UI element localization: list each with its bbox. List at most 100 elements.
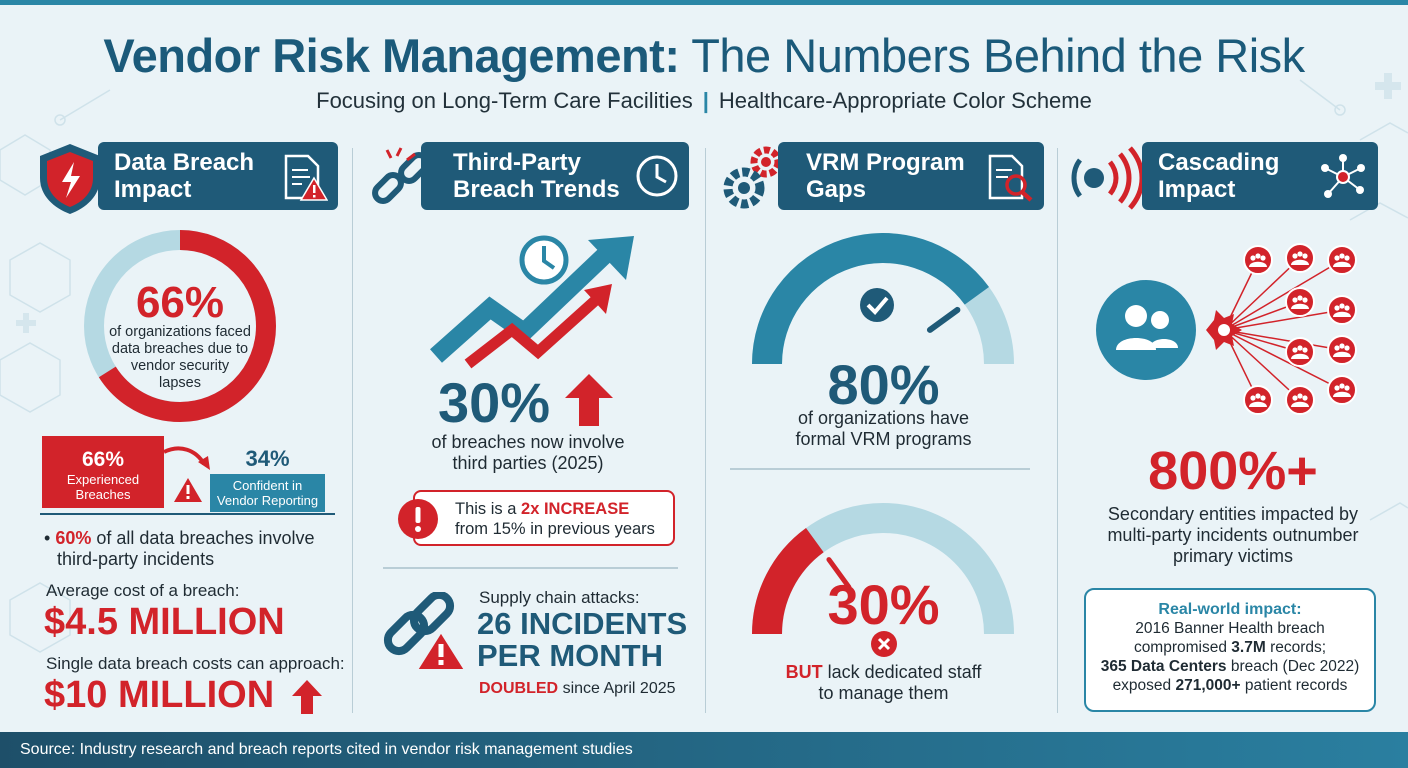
arrow-up-icon [565,374,613,426]
curved-arrow-icon [163,446,210,502]
page-title: Vendor Risk Management: The Numbers Behi… [0,28,1408,83]
impact-box-line1: 2016 Banner Health breach [1135,620,1325,637]
header-line2: Impact [1158,176,1236,203]
average-cost-value: $4.5 MILLION [44,601,285,643]
vendor-reporting-box: Confident in Vendor Reporting [210,474,325,512]
impact-box-text: exposed [1112,677,1172,694]
source-footer: Source: Industry research and breach rep… [0,732,1408,768]
network-icon [1321,154,1365,198]
average-cost-label: Average cost of a breach: [46,581,240,600]
secondary-entity-icon [1285,337,1315,367]
broadcast-icon [1071,146,1145,210]
secondary-entity-icon [1327,375,1357,405]
impact-box-bold: 271,000+ [1175,677,1241,694]
column-divider [705,148,706,713]
doubled-note: DOUBLED since April 2025 [479,680,676,698]
subtitle-right: Healthcare-Appropriate Color Scheme [718,88,1092,113]
column-divider [1057,148,1058,713]
doubled-rest: since April 2025 [562,680,676,697]
supply-value-line2: PER MONTH [477,638,663,673]
gauge-formal-vrm [752,233,1014,365]
gauge-fill [752,233,989,365]
impact-box-bold: 365 Data Centers [1100,658,1227,675]
donut-chart [84,230,276,422]
secondary-entity-icon [1285,243,1315,273]
supply-chain-label: Supply chain attacks: [479,588,640,607]
gauge-needle [826,557,852,590]
chain-warning-icon [383,592,467,671]
donut-caption: of organizations faced data breaches due… [95,324,265,392]
checkmark-icon [860,288,894,322]
trend-arrows-icon [430,235,634,369]
gauge1-caption-line1: of organizations have [797,408,970,428]
single-cost-label: Single data breach costs can approach: [46,654,345,673]
clock-icon [636,155,678,197]
gauge2-value: 30% [827,573,940,636]
cascade-caption-line1: Secondary entities impacted by [1107,504,1359,524]
trend-caption-line2: third parties (2025) [452,453,604,473]
cascade-caption: Secondary entities impacted by multi-par… [1068,504,1398,567]
vendor-reporting-value: 34% [245,446,290,471]
header-line1: Third-Party [453,149,582,176]
single-cost-value: $10 MILLION [44,674,275,716]
header-line1: VRM Program [806,149,965,176]
cascade-link [1223,329,1343,351]
arrow-up-icon [292,680,322,714]
gauge2-caption: BUT lack dedicated staff to manage them [746,662,1021,704]
donut-caption-line: vendor security [130,358,230,374]
cascade-caption-line3: primary victims [1173,546,1293,566]
section-divider [383,567,678,569]
bullet-text: of all data breaches involve [96,528,315,548]
trend-caption: of breaches now involve third parties (2… [373,432,683,474]
trend-value: 30% [438,371,551,434]
cascade-diagram [1096,243,1357,415]
box-label-line1: Experienced [66,472,140,487]
impact-box-text: compromised [1133,639,1227,656]
exclamation-icon [398,499,438,539]
section-divider [730,468,1030,470]
baseline-rule [40,513,335,515]
alert-bold: 2x INCREASE [521,500,630,518]
impact-box-text: records; [1270,639,1327,656]
cascade-caption-line2: multi-party incidents outnumber [1107,525,1359,545]
trend-caption-line1: of breaches now involve [431,432,625,452]
gauge-needle [926,306,961,333]
page-subtitle: Focusing on Long-Term Care Facilities | He… [0,88,1408,114]
donut-value: 66% [135,278,225,327]
gauge2-caption-line2: to manage them [818,683,949,703]
people-icon [1116,305,1178,350]
column-vrm-program-gaps: VRM Program Gaps 80% of organizations ha… [706,140,1056,725]
donut-caption-line: data breaches due to [111,341,249,357]
header-line1: Data Breach [114,149,255,176]
document-search-icon [988,154,1033,202]
experienced-breaches-box: 66% Experienced Breaches [42,436,164,508]
donut-caption-line: of organizations faced [109,324,251,340]
real-world-impact-box: Real-world impact: 2016 Banner Health br… [1084,588,1376,712]
title-rest: The Numbers Behind the Risk [691,29,1305,82]
secondary-entity-icon [1327,335,1357,365]
cascade-link [1223,329,1343,391]
alert-text: This is a 2x INCREASE from 15% in previo… [455,499,655,539]
secondary-entity-icon [1327,295,1357,325]
column-header: Data Breach Impact [98,142,338,210]
title-bold: Vendor Risk Management: [103,29,680,82]
supply-value-line1: 26 INCIDENTS [477,606,688,641]
secondary-entity-icon [1243,385,1273,415]
top-accent-bar [0,0,1408,5]
alert-prefix: This is a [455,500,517,518]
header-line2: Gaps [806,176,867,203]
secondary-entity-icon [1285,287,1315,317]
column-header: Third-Party Breach Trends [421,142,689,210]
document-warning-icon [284,154,328,201]
bullet-mark: • [44,528,51,548]
header-line1: Cascading [1158,149,1280,176]
bullet-text-line2: third-party incidents [57,549,215,569]
shield-alert-icon [40,144,100,214]
doubled-bold: DOUBLED [479,680,559,697]
third-party-bullet: • 60% of all data breaches involve third… [44,528,344,570]
box-value: 66% [81,448,125,471]
gauge1-value: 80% [827,353,940,416]
column-header: Cascading Impact [1142,142,1378,210]
impact-box-title: Real-world impact: [1158,601,1302,618]
